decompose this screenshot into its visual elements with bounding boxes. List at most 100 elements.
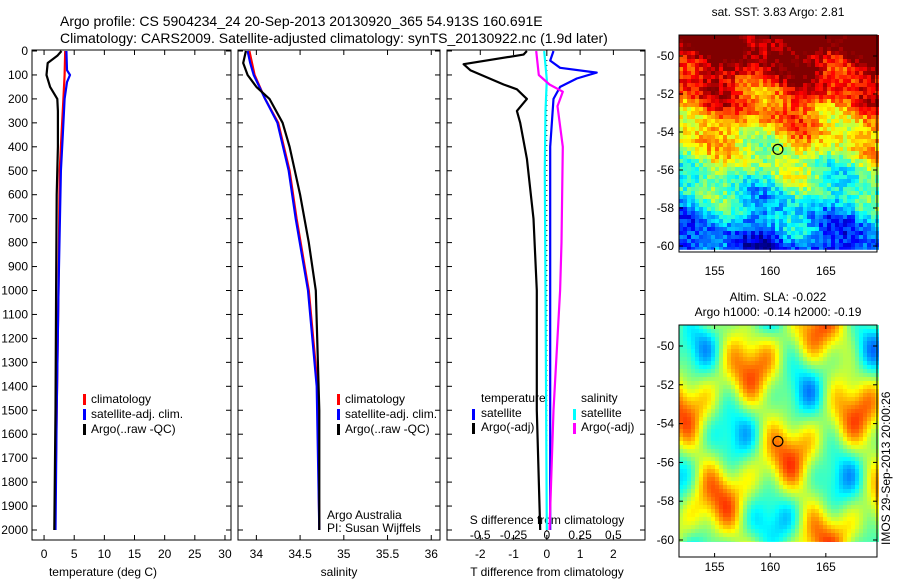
heatmap-cell [775,227,779,231]
heatmap-cell [771,421,775,425]
heatmap-cell [819,243,823,247]
heatmap-cell [851,405,855,409]
heatmap-cell [771,83,775,87]
heatmap-cell [743,393,747,397]
heatmap-cell [831,127,835,131]
heatmap-cell [747,445,751,449]
heatmap-cell [787,445,791,449]
heatmap-cell [771,199,775,203]
heatmap-cell [807,203,811,207]
heatmap-cell [779,223,783,227]
heatmap-cell [711,187,715,191]
heatmap-cell [727,401,731,405]
heatmap-cell [751,199,755,203]
heatmap-cell [715,39,719,43]
heatmap-cell [719,337,723,341]
heatmap-cell [691,477,695,481]
heatmap-cell [839,35,843,39]
heatmap-cell [795,457,799,461]
heatmap-cell [867,337,871,341]
heatmap-cell [811,171,815,175]
heatmap-cell [699,421,703,425]
heatmap-cell [719,163,723,167]
heatmap-cell [699,357,703,361]
heatmap-cell [811,385,815,389]
heatmap-cell [859,115,863,119]
heatmap-cell [823,171,827,175]
heatmap-cell [839,143,843,147]
depth-tick-label: 400 [8,140,28,154]
heatmap-cell [755,353,759,357]
heatmap-cell [847,409,851,413]
heatmap-cell [799,405,803,409]
heatmap-cell [867,51,871,55]
heatmap-cell [719,147,723,151]
heatmap-cell [855,449,859,453]
heatmap-cell [823,47,827,51]
heatmap-cell [783,171,787,175]
heatmap-cell [811,219,815,223]
heatmap-cell [747,373,751,377]
heatmap-cell [763,135,767,139]
heatmap-cell [719,481,723,485]
heatmap-cell [707,413,711,417]
heatmap-cell [755,337,759,341]
heatmap-cell [839,155,843,159]
heatmap-cell [767,187,771,191]
heatmap-cell [711,369,715,373]
heatmap-cell [699,79,703,83]
heatmap-cell [683,235,687,239]
heatmap-cell [819,223,823,227]
heatmap-cell [795,111,799,115]
heatmap-cell [731,43,735,47]
heatmap-cell [707,59,711,63]
heatmap-cell [847,167,851,171]
heatmap-cell [715,465,719,469]
heatmap-cell [863,59,867,63]
heatmap-cell [771,39,775,43]
heatmap-cell [799,429,803,433]
heatmap-cell [871,183,875,187]
heatmap-cell [795,187,799,191]
heatmap-cell [695,43,699,47]
heatmap-cell [807,99,811,103]
heatmap-cell [843,143,847,147]
heatmap-cell [695,325,699,329]
heatmap-cell [831,75,835,79]
heatmap-cell [727,51,731,55]
heatmap-cell [811,195,815,199]
heatmap-cell [791,381,795,385]
heatmap-cell [799,71,803,75]
heatmap-cell [731,39,735,43]
heatmap-cell [747,91,751,95]
heatmap-cell [871,337,875,341]
heatmap-cell [843,429,847,433]
heatmap-cell [687,409,691,413]
heatmap-cell [851,75,855,79]
heatmap-cell [751,39,755,43]
heatmap-cell [787,127,791,131]
heatmap-cell [783,115,787,119]
heatmap-cell [735,87,739,91]
heatmap-cell [751,227,755,231]
heatmap-cell [799,203,803,207]
heatmap-cell [839,449,843,453]
heatmap-cell [863,425,867,429]
heatmap-cell [795,481,799,485]
heatmap-cell [867,413,871,417]
heatmap-cell [767,215,771,219]
heatmap-cell [811,329,815,333]
heatmap-cell [695,163,699,167]
heatmap-cell [787,135,791,139]
heatmap-cell [719,199,723,203]
heatmap-cell [867,477,871,481]
heatmap-cell [843,417,847,421]
heatmap-cell [735,437,739,441]
heatmap-cell [727,199,731,203]
heatmap-cell [791,389,795,393]
heatmap-cell [859,215,863,219]
heatmap-cell [835,353,839,357]
heatmap-cell [743,449,747,453]
heatmap-cell [679,337,683,341]
heatmap-cell [715,397,719,401]
